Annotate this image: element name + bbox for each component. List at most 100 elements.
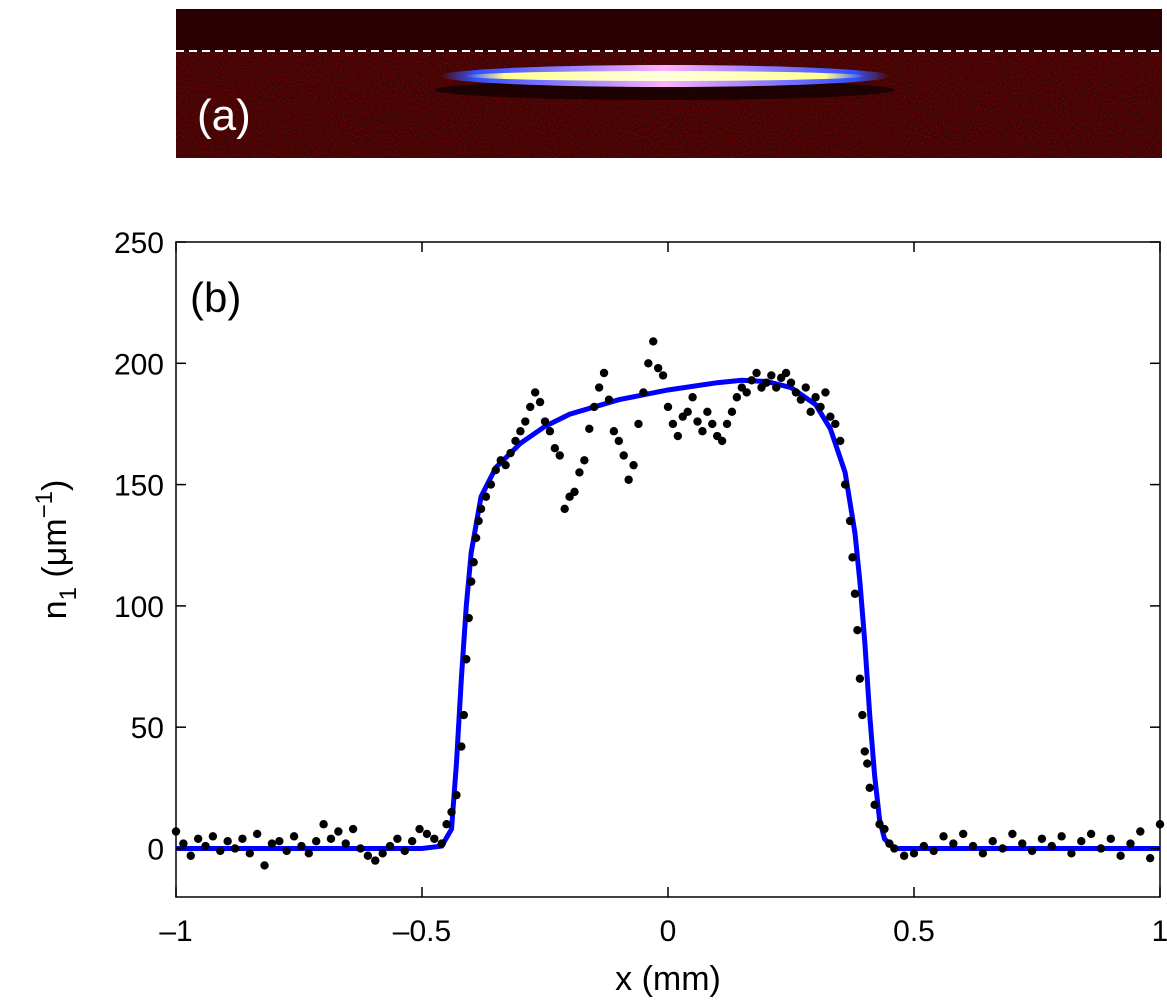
data-point [949,839,958,848]
data-point [816,402,825,412]
data-point [535,397,545,407]
data-point [762,378,771,387]
data-point [1077,837,1086,846]
data-point [850,589,860,598]
data-point [747,376,756,385]
data-point [201,841,210,851]
data-point [1086,829,1096,839]
data-point [658,371,668,380]
data-point [467,577,476,586]
data-point [282,846,291,856]
data-point [575,468,584,477]
data-point [400,846,409,856]
y-label-base: n [36,600,74,619]
data-point [634,419,643,429]
data-point [811,393,820,402]
data-point [1106,834,1116,843]
data-point [289,832,299,841]
data-point [860,747,869,756]
data-point [459,710,469,720]
data-point [252,829,262,839]
annotation: (b) [190,274,241,321]
data-point [457,742,466,751]
data-point [865,783,874,793]
data-point [511,436,520,446]
data-point [1126,839,1135,848]
x-axis-label: x (mm) [615,960,721,998]
data-point [407,837,417,846]
data-point [550,444,560,453]
data-point [245,849,254,858]
data-point [919,841,929,851]
data-point [430,834,439,843]
data-point [267,839,277,848]
y-tick-label: 0 [147,833,164,866]
data-point [216,846,225,856]
data-point [1057,832,1066,841]
data-point [831,419,840,429]
data-point [880,824,889,834]
data-point [604,395,614,404]
data-point [609,427,619,436]
data-point [826,412,835,421]
y-tick-label: 250 [114,227,164,260]
data-point [717,436,727,446]
y-tick-label: 100 [114,591,164,624]
data-point [821,388,830,397]
data-point [1136,827,1145,836]
data-point [371,856,380,865]
fit-line [176,377,1160,851]
data-point [230,844,240,853]
data-point [796,395,806,404]
image-panel: (a) [176,9,1162,158]
data-point [855,674,865,683]
data-point [673,431,683,441]
data-point [590,402,599,412]
y-label-sup: −1 [31,491,58,518]
data-point [334,827,343,836]
data-point [385,841,395,851]
image-core [465,71,865,81]
data-point [304,849,314,858]
data-point [516,427,525,436]
data-point [462,655,471,664]
data-point [238,834,247,843]
data-point [929,846,938,856]
data-point [594,383,604,392]
data-point [570,487,579,497]
data-point [1096,844,1106,853]
data-point [840,480,850,489]
data-point [791,388,801,397]
data-point [378,849,387,858]
data-point [767,371,776,380]
data-point [848,553,857,562]
data-point [653,363,663,373]
data-point [447,807,456,817]
data-point [858,710,867,720]
data-point [193,834,203,843]
data-point [471,533,481,543]
data-point [501,460,510,470]
data-point [506,448,515,458]
data-point [853,625,862,635]
data-point [772,383,781,392]
data-point [939,832,948,841]
y-tick-label: 150 [114,470,164,503]
y-tick-label: 50 [131,712,164,745]
data-point [275,837,284,846]
data-point [988,837,997,846]
data-point [1008,829,1017,839]
data-point [693,417,702,426]
data-point [1067,849,1076,858]
data-point [644,359,653,368]
x-tick-label: –0.5 [393,915,451,948]
data-point [208,832,218,841]
data-point [836,436,845,446]
data-point [1037,834,1047,843]
data-point [469,558,478,567]
data-point [560,504,569,514]
data-point [959,829,968,839]
data-point [363,851,373,860]
data-point [341,839,350,848]
